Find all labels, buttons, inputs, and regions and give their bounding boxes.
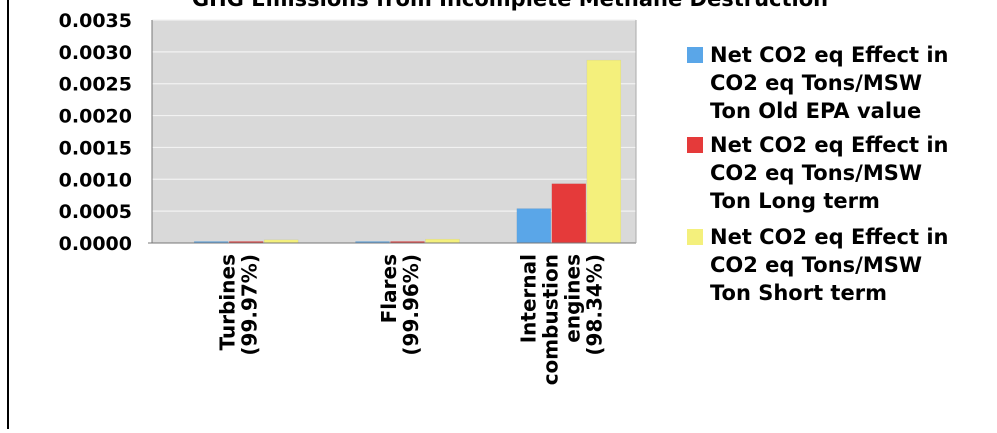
x-tick-label-line: (99.97%) (238, 254, 262, 356)
x-tick-label: Flares(99.96%) (377, 254, 423, 356)
x-tick-label-line: (99.96%) (399, 254, 423, 356)
legend-label-line: Net CO2 eq Effect in (710, 133, 949, 157)
legend-swatch (687, 137, 703, 153)
x-tick-label-line: Flares (377, 254, 401, 323)
y-tick-label: 0.0035 (59, 10, 132, 32)
legend-label-line: Net CO2 eq Effect in (710, 43, 949, 67)
x-tick-label-line: combustion (538, 254, 562, 385)
chart-title: GHG Emissions from Incomplete Methane De… (192, 0, 828, 11)
bar (425, 238, 460, 244)
x-tick-label-line: Internal (516, 254, 540, 343)
bar (516, 208, 552, 244)
legend-swatch (687, 229, 703, 245)
y-tick-label: 0.0020 (59, 106, 132, 128)
bar (586, 59, 622, 244)
x-tick-label-line: engines (560, 254, 584, 343)
y-tick-label: 0.0025 (59, 74, 132, 96)
x-tick-label: Turbines(99.97%) (216, 254, 262, 356)
legend-label-line: CO2 eq Tons/MSW (710, 71, 922, 95)
legend-label-line: Ton Old EPA value (710, 99, 921, 123)
legend-label-line: CO2 eq Tons/MSW (710, 161, 922, 185)
x-tick-label-line: Turbines (216, 254, 240, 350)
legend-label-line: Ton Short term (710, 281, 887, 305)
legend-label-line: Net CO2 eq Effect in (710, 225, 949, 249)
y-tick-label: 0.0010 (59, 169, 132, 191)
x-tick-label-line: (98.34%) (582, 254, 606, 356)
y-tick-label: 0.0015 (59, 137, 132, 159)
y-tick-label: 0.0030 (59, 42, 132, 64)
legend-label-line: CO2 eq Tons/MSW (710, 253, 922, 277)
bar (551, 183, 587, 244)
legend-swatch (687, 47, 703, 63)
y-tick-label: 0.0000 (59, 233, 132, 255)
y-tick-label: 0.0005 (59, 201, 132, 223)
legend-label-line: Ton Long term (710, 189, 880, 213)
